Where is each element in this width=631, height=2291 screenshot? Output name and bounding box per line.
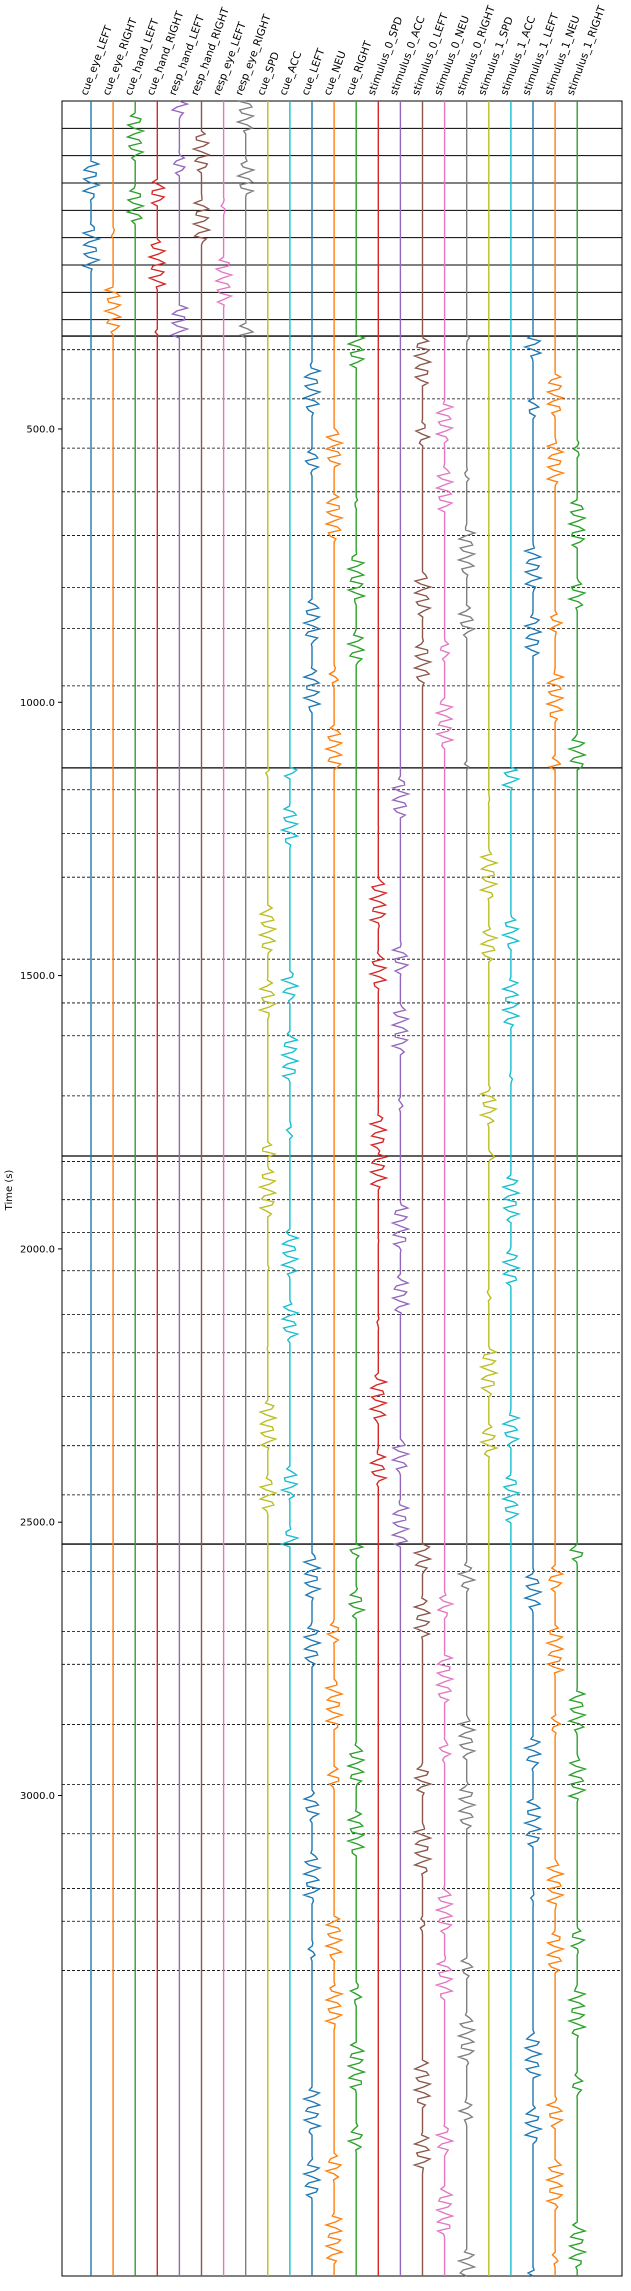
horizontal-lines-group xyxy=(62,127,622,1971)
trace-cue-hand-left xyxy=(125,101,146,2276)
trace-cue-right xyxy=(345,101,367,2276)
trace-stimulus-1-spd xyxy=(478,101,500,2276)
trace-stimulus-1-right xyxy=(566,101,588,2276)
y-tick-label: 2500.0 xyxy=(20,1518,55,1529)
trace-cue-acc xyxy=(279,101,301,2276)
trace-stimulus-0-spd xyxy=(367,101,389,2276)
y-ticks-group: 500.0 1000.0 1500.0 2000.0 2500.0 3000.0 xyxy=(20,424,62,1802)
trace-stimulus-0-neu xyxy=(434,101,455,2276)
plot-frame-group xyxy=(61,100,623,2277)
trace-cue-spd xyxy=(257,101,279,2276)
trace-resp-eye-right xyxy=(235,100,256,2276)
trace-resp-hand-right xyxy=(191,101,212,2276)
trace-cue-hand-right xyxy=(146,101,168,2276)
trace-cue-eye-left xyxy=(81,101,102,2276)
y-tick-label: 500.0 xyxy=(26,424,55,435)
trace-cue-left xyxy=(301,101,323,2276)
trace-stimulus-1-left xyxy=(522,101,544,2277)
y-axis-label: Time (s) xyxy=(4,1170,15,1212)
y-tick-label: 3000.0 xyxy=(20,1791,55,1802)
trace-stimulus-0-right xyxy=(456,101,478,2277)
plot-area-border xyxy=(61,100,623,2277)
trace-resp-hand-left xyxy=(169,100,190,2276)
column-headers-group: cue_eye_LEFTcue_eye_RIGHTcue_hand_LEFTcu… xyxy=(79,4,609,97)
trace-stimulus-1-neu xyxy=(544,101,566,2276)
trace-cue-neu xyxy=(323,101,345,2276)
trace-stimulus-0-acc xyxy=(390,101,411,2276)
trace-stimulus-1-acc xyxy=(500,101,522,2276)
trace-resp-eye-left xyxy=(213,101,234,2276)
regressor-traces-group xyxy=(81,100,588,2277)
y-tick-label: 1000.0 xyxy=(20,698,55,709)
y-tick-label: 2000.0 xyxy=(20,1244,55,1255)
trace-cue-eye-right xyxy=(102,101,123,2276)
y-tick-label: 1500.0 xyxy=(20,971,55,982)
trace-stimulus-0-left xyxy=(412,101,433,2276)
